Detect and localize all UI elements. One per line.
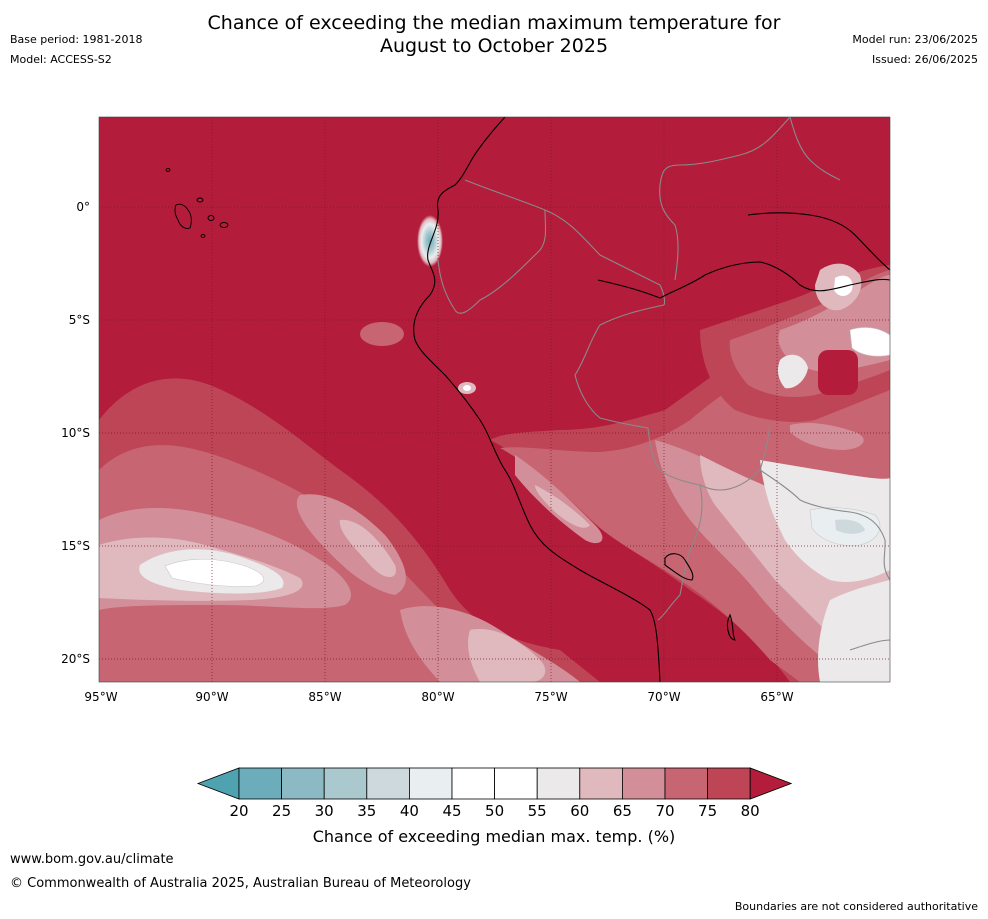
model-run: Model run: 23/06/2025 [852,33,978,46]
colorbar-segment [494,767,538,800]
colorbar-tick-label: 50 [485,802,504,820]
colorbar-segment [451,767,495,800]
model-name: Model: ACCESS-S2 [10,53,112,66]
base-period: Base period: 1981-2018 [10,33,143,46]
contour-spot [463,385,471,391]
colorbar-tick-label: 45 [442,802,461,820]
colorbar-segment [323,767,368,800]
galapagos-islands [165,168,229,238]
colorbar-tick-label: 65 [613,802,632,820]
lon-tick: 70°W [647,690,680,704]
contour-northeast [700,263,890,450]
lon-tick: 90°W [195,690,228,704]
lat-tick: 10°S [61,426,90,440]
colorbar-segment [579,767,623,800]
colorbar-tick-label: 55 [528,802,547,820]
colorbar-segment [408,767,453,800]
colorbar-segment [366,767,410,800]
map-figure: 0° 5°S 10°S 15°S 20°S 95°W 90°W 85°W 80°… [61,116,891,820]
colorbar-tick-label: 35 [357,802,376,820]
colorbar-extend-low [196,767,240,800]
lon-tick: 75°W [534,690,567,704]
country-borders [437,117,890,651]
title-line-1: Chance of exceeding the median maximum t… [207,12,781,34]
issued-date: Issued: 26/06/2025 [871,53,978,66]
colorbar-segment [622,767,666,800]
footer-note: Boundaries are not considered authoritat… [734,900,978,913]
colorbar: 20 25 30 35 40 45 50 55 60 65 70 75 80 [196,767,793,820]
colorbar-extend-high [749,767,793,800]
colorbar-segment [536,767,581,800]
latitude-ticks: 0° 5°S 10°S 15°S 20°S [61,200,90,666]
colorbar-tick-label: 70 [655,802,674,820]
colorbar-segment [664,767,708,800]
footer-copyright: © Commonwealth of Australia 2025, Austra… [10,876,471,891]
colorbar-ticks: 20 25 30 35 40 45 50 55 60 65 70 75 80 [229,802,759,820]
map-frame [98,116,891,683]
graticule [99,117,890,682]
lat-tick: 20°S [61,652,90,666]
coastlines [413,117,890,682]
map-area [99,117,890,682]
colorbar-segment [238,767,282,800]
contour-pacific-plume [99,378,600,682]
colorbar-tick-label: 25 [272,802,291,820]
colorbar-tick-label: 60 [570,802,589,820]
title-line-2: August to October 2025 [379,35,609,57]
contour-low-spot [417,215,443,267]
lon-tick: 65°W [760,690,793,704]
lon-tick: 95°W [84,690,117,704]
contour-spot [360,322,404,346]
meta-left: Base period: 1981-2018 Model: ACCESS-S2 [10,30,142,70]
longitude-ticks: 95°W 90°W 85°W 80°W 75°W 70°W 65°W [84,690,793,704]
page-title: Chance of exceeding the median maximum t… [0,12,988,58]
colorbar-tick-label: 75 [698,802,717,820]
meta-right: Model run: 23/06/2025 Issued: 26/06/2025 [852,30,978,70]
lat-tick: 15°S [61,539,90,553]
colorbar-title: Chance of exceeding median max. temp. (%… [312,827,676,846]
colorbar-segment [281,767,325,800]
lon-tick: 85°W [308,690,341,704]
lon-tick: 80°W [421,690,454,704]
lat-tick: 0° [76,200,90,214]
colorbar-tick-label: 40 [400,802,419,820]
colorbar-segment [707,767,751,800]
colorbar-segments [196,767,793,800]
footer-url[interactable]: www.bom.gov.au/climate [10,852,174,867]
colorbar-tick-label: 20 [229,802,248,820]
lat-tick: 5°S [69,313,90,327]
colorbar-tick-label: 80 [741,802,760,820]
colorbar-tick-label: 30 [315,802,334,820]
